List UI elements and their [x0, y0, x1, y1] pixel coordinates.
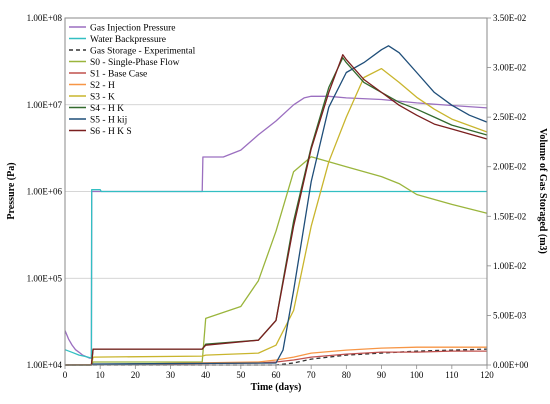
x-tick-label: 10 — [96, 370, 106, 380]
legend-label-4: S1 - Base Case — [90, 70, 147, 80]
y-left-axis-title: Pressure (Pa) — [6, 162, 17, 219]
series-line-0 — [64, 95, 488, 359]
x-tick-label: 0 — [63, 370, 68, 380]
legend-label-1: Water Backpressure — [90, 35, 166, 45]
x-tick-label: 120 — [480, 370, 494, 380]
tick-labels: 1.00E+04 1.00E+05 1.00E+06 1.00E+07 1.00E+08… — [27, 13, 529, 380]
x-tick-label: 50 — [236, 370, 246, 380]
legend-label-6: S3 - K — [90, 93, 115, 103]
x-tick-label: 30 — [166, 370, 176, 380]
y-left-tick-label: 1.00E+06 — [27, 187, 63, 197]
x-tick-label: 100 — [410, 370, 424, 380]
y-right-tick-label: 1.50E-02 — [493, 211, 526, 221]
legend-label-0: Gas Injection Pressure — [90, 24, 175, 34]
y-left-tick-label: 1.00E+05 — [27, 273, 63, 283]
y-right-tick-label: 5.00E-03 — [493, 310, 527, 320]
legend-label-9: S6 - H K S — [90, 127, 132, 137]
legend-label-8: S5 - H kij — [90, 116, 127, 126]
x-tick-label: 70 — [307, 370, 317, 380]
series-line-8 — [65, 45, 488, 366]
legend-label-2: Gas Storage - Experimental — [90, 47, 196, 57]
y-right-tick-label: 2.00E-02 — [493, 162, 526, 172]
x-axis-title: Time (days) — [251, 382, 302, 393]
legend-label-3: S0 - Single-Phase Flow — [90, 58, 180, 68]
y-right-tick-label: 3.00E-02 — [493, 63, 526, 73]
y-right-tick-label: 0.00E+00 — [493, 360, 529, 370]
x-tick-label: 80 — [342, 370, 352, 380]
series-line-6 — [65, 67, 488, 366]
x-tick-label: 110 — [445, 370, 459, 380]
x-tick-label: 90 — [377, 370, 387, 380]
series-line-3 — [65, 156, 488, 366]
series-line-5 — [64, 346, 487, 366]
y-left-tick-label: 1.00E+04 — [27, 360, 63, 370]
y-right-tick-label: 2.50E-02 — [493, 112, 526, 122]
y-right-tick-label: 1.00E-02 — [493, 261, 526, 271]
series-line-2 — [65, 348, 488, 366]
y-right-tick-label: 3.50E-02 — [493, 13, 526, 23]
x-tick-label: 40 — [201, 370, 211, 380]
series-line-1 — [64, 189, 487, 359]
y-left-tick-label: 1.00E+08 — [27, 13, 63, 23]
y-right-axis-title: Volume of Gas Storaged (m3) — [537, 128, 548, 254]
x-tick-label: 60 — [272, 370, 282, 380]
series-layer — [64, 45, 488, 366]
y-left-tick-label: 1.00E+07 — [27, 100, 63, 110]
x-tick-label: 20 — [131, 370, 141, 380]
legend-label-7: S4 - H K — [90, 104, 124, 114]
series-line-9 — [65, 54, 488, 366]
legend-label-5: S2 - H — [90, 81, 115, 91]
